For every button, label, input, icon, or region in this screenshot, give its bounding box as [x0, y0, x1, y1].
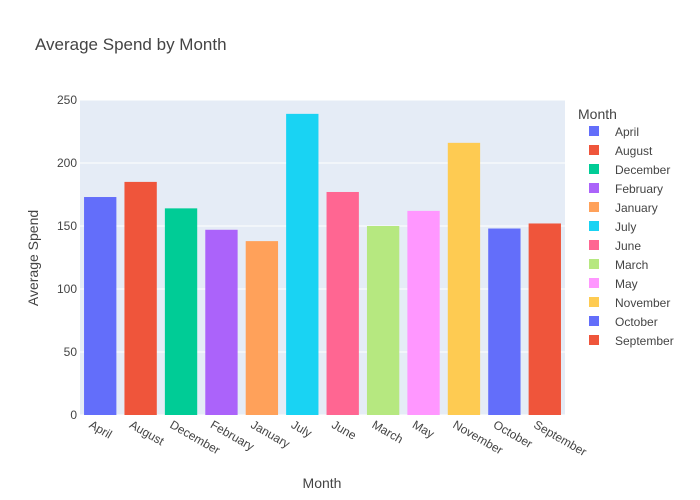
x-tick-label: September	[531, 417, 589, 458]
legend-item[interactable]: October	[615, 315, 658, 329]
y-tick-label: 0	[70, 408, 77, 422]
x-tick-label: July	[289, 417, 314, 440]
bars	[84, 113, 561, 416]
bar-november	[447, 142, 481, 415]
bar-october	[488, 228, 521, 415]
x-tick-label: January	[248, 417, 292, 450]
bar-september	[528, 223, 561, 415]
chart-title: Average Spend by Month	[35, 35, 227, 54]
legend-item[interactable]: May	[615, 277, 638, 291]
legend-items: April August December February January July Ju…	[589, 125, 674, 348]
legend-swatch	[589, 259, 599, 269]
bar-may	[407, 210, 440, 415]
legend-item[interactable]: August	[615, 144, 653, 158]
bar-august	[124, 181, 157, 415]
bar-march	[366, 226, 400, 415]
legend-swatch	[589, 297, 599, 307]
legend-swatch	[589, 221, 599, 231]
bar-june	[326, 191, 359, 415]
x-axis-title: Month	[303, 475, 342, 491]
legend-swatch	[589, 164, 599, 174]
legend-item[interactable]: November	[615, 296, 670, 310]
legend-swatch	[589, 278, 599, 288]
y-tick-label: 50	[64, 345, 78, 359]
plot-area	[80, 100, 565, 415]
legend-item[interactable]: March	[615, 258, 648, 272]
legend: Month April August December February January…	[578, 106, 674, 348]
x-tick-label: April	[87, 417, 115, 441]
legend-item[interactable]: December	[615, 163, 670, 177]
legend-title: Month	[578, 106, 617, 122]
bar-january	[245, 241, 279, 415]
y-tick-label: 100	[57, 282, 77, 296]
x-tick-label: March	[370, 417, 406, 446]
legend-item[interactable]: January	[615, 201, 658, 215]
y-tick-label: 150	[57, 219, 77, 233]
bar-february	[205, 229, 238, 415]
x-tick-label: June	[329, 417, 359, 442]
legend-item[interactable]: July	[615, 220, 636, 234]
x-tick-label: August	[127, 417, 167, 448]
legend-swatch	[589, 202, 599, 212]
y-tick-label: 250	[57, 93, 77, 107]
y-axis-title: Average Spend	[25, 210, 41, 306]
gridlines	[80, 99, 565, 416]
legend-swatch	[589, 126, 599, 136]
bar-april	[84, 197, 117, 415]
legend-swatch	[589, 240, 599, 250]
legend-item[interactable]: February	[615, 182, 663, 196]
legend-swatch	[589, 183, 599, 193]
bar-july	[286, 113, 319, 416]
legend-item[interactable]: April	[615, 125, 639, 139]
x-tick-label: May	[410, 417, 437, 440]
legend-swatch	[589, 145, 599, 155]
bar-december	[164, 208, 198, 415]
y-axis-ticks: 0 50 100 150 200 250	[57, 93, 77, 422]
legend-swatch	[589, 316, 599, 326]
legend-swatch	[589, 335, 599, 345]
legend-item[interactable]: June	[615, 239, 641, 253]
legend-item[interactable]: September	[615, 334, 674, 348]
y-tick-label: 200	[57, 156, 77, 170]
